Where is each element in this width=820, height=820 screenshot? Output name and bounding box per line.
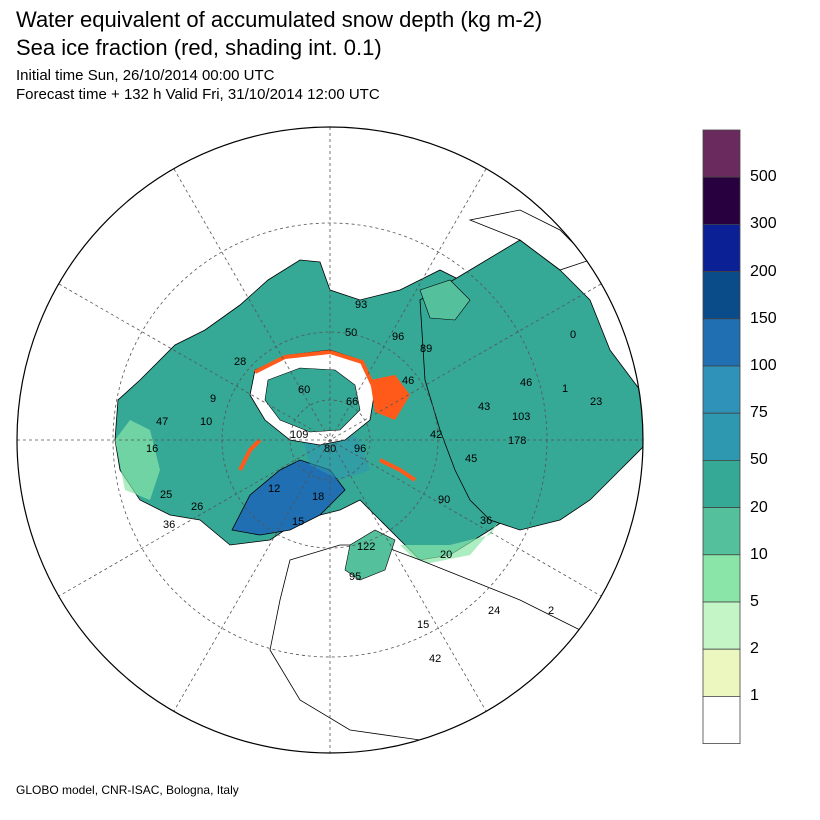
- contour-label: 15: [417, 619, 429, 631]
- contour-label: 16: [146, 443, 158, 455]
- map-title: Water equivalent of accumulated snow dep…: [16, 7, 543, 32]
- contour-label: 0: [570, 329, 576, 341]
- forecast-time: Forecast time + 132 h Valid Fri, 31/10/2…: [16, 86, 380, 103]
- contour-label: 66: [346, 396, 358, 408]
- contour-label: 25: [160, 489, 172, 501]
- contour-label: 178: [508, 435, 526, 447]
- contour-label: 103: [512, 411, 530, 423]
- contour-label: 90: [438, 494, 450, 506]
- model-credit: GLOBO model, CNR-ISAC, Bologna, Italy: [16, 783, 239, 797]
- legend-label: 10: [750, 545, 768, 563]
- legend-label: 300: [750, 215, 777, 233]
- map-boundary: [16, 126, 644, 754]
- europe-land: [269, 544, 601, 741]
- legend-label: 2: [750, 640, 759, 658]
- legend-swatch: [702, 223, 741, 272]
- legend-label: 200: [750, 262, 777, 280]
- contour-label: 122: [357, 541, 375, 553]
- legend-swatch: [702, 648, 741, 697]
- initial-time: Initial time Sun, 26/10/2014 00:00 UTC: [16, 67, 275, 84]
- legend-label: 150: [750, 309, 777, 327]
- contour-label: 96: [354, 443, 366, 455]
- contour-label: 46: [520, 377, 532, 389]
- contour-label: 1: [562, 383, 568, 395]
- contour-label: 47: [156, 416, 168, 428]
- contour-label: 26: [191, 501, 203, 513]
- contour-label: 12: [268, 483, 280, 495]
- contour-label: 18: [312, 491, 324, 503]
- contour-label: 93: [355, 299, 367, 311]
- legend-label: 100: [750, 357, 777, 374]
- sea-ice-patch: [370, 375, 410, 420]
- legend-swatch: [702, 176, 741, 225]
- snow-light-margin: [115, 420, 500, 565]
- contour-label: 80: [324, 443, 336, 455]
- contour-label: 24: [488, 605, 500, 617]
- legend-label: 50: [750, 451, 768, 469]
- legend-swatch: [702, 412, 741, 461]
- contour-label: 20: [440, 549, 452, 561]
- scandinavia-snow: [344, 529, 396, 581]
- contour-label: 36: [480, 515, 492, 527]
- contour-label: 109: [290, 429, 308, 441]
- contour-label: 96: [392, 331, 404, 343]
- contour-label: 45: [465, 453, 477, 465]
- legend-swatch: [702, 271, 741, 320]
- contour-label: 23: [590, 396, 602, 408]
- legend-label: 20: [750, 498, 768, 516]
- contour-label: 95: [349, 571, 361, 583]
- contour-label: 2: [548, 605, 554, 617]
- legend-swatch: [702, 365, 741, 414]
- legend-swatch: [702, 601, 741, 650]
- legend-colorbar: [702, 129, 741, 745]
- contour-label: 9: [210, 393, 216, 405]
- legend-label: 500: [750, 168, 777, 186]
- legend-swatch: [702, 507, 741, 556]
- snow-deep-region: [231, 459, 346, 536]
- contour-label: 10: [200, 416, 212, 428]
- legend-label: 75: [750, 404, 768, 422]
- contour-label: 46: [402, 375, 414, 387]
- contour-label: 43: [478, 401, 490, 413]
- contour-label: 60: [298, 384, 310, 396]
- contour-label: 89: [420, 343, 432, 355]
- legend-label: 1: [750, 687, 759, 705]
- legend-swatch: [702, 318, 741, 367]
- contour-label: 15: [292, 516, 304, 528]
- legend-swatch: [702, 696, 741, 745]
- graticule: [17, 127, 643, 753]
- legend-swatch: [702, 129, 741, 178]
- alaska-snow: [419, 279, 471, 321]
- contour-label: 28: [234, 356, 246, 368]
- contour-label: 36: [163, 519, 175, 531]
- contour-label: 42: [430, 429, 442, 441]
- legend-label: 5: [750, 593, 759, 610]
- map-subtitle: Sea ice fraction (red, shading int. 0.1): [16, 35, 382, 60]
- legend-swatch: [702, 459, 741, 508]
- contour-label: 42: [429, 653, 441, 665]
- contour-label: 50: [345, 327, 357, 339]
- legend-swatch: [702, 554, 741, 603]
